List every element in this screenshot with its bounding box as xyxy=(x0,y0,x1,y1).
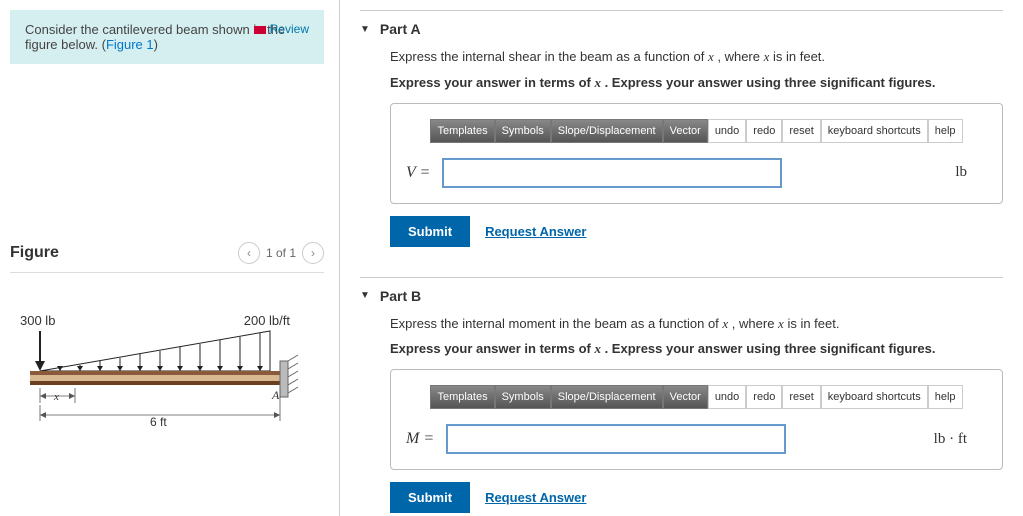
dist-load-label: 200 lb/ft xyxy=(244,313,290,328)
reset-button[interactable]: reset xyxy=(782,119,820,143)
help-button[interactable]: help xyxy=(928,119,963,143)
caret-icon: ▼ xyxy=(360,290,370,301)
part-b-submit-button[interactable]: Submit xyxy=(390,482,470,513)
part-a-var: V = xyxy=(406,164,430,182)
part-a-input[interactable] xyxy=(442,158,782,188)
symbols-button[interactable]: Symbols xyxy=(495,385,551,409)
right-panel: ▼ Part A Express the internal shear in t… xyxy=(340,0,1023,516)
part-a-answer-box: Templates Symbols Slope/Displacement Vec… xyxy=(390,103,1003,204)
part-b-question: Express the internal moment in the beam … xyxy=(390,314,1003,334)
review-link[interactable]: Review xyxy=(254,22,309,36)
part-b-unit: lb · ft xyxy=(934,431,987,448)
x-dim-label: x xyxy=(53,391,59,403)
figure-nav: ‹ 1 of 1 › xyxy=(238,242,324,264)
left-panel: Review Consider the cantilevered beam sh… xyxy=(0,0,340,516)
redo-button[interactable]: redo xyxy=(746,385,782,409)
part-b-section: ▼ Part B Express the internal moment in … xyxy=(360,277,1003,514)
slope-button[interactable]: Slope/Displacement xyxy=(551,119,663,143)
reset-button[interactable]: reset xyxy=(782,385,820,409)
part-a-toolbar: Templates Symbols Slope/Displacement Vec… xyxy=(406,119,987,143)
part-a-unit: lb xyxy=(955,164,987,181)
templates-button[interactable]: Templates xyxy=(430,119,494,143)
part-b-title: Part B xyxy=(380,288,421,304)
figure-link[interactable]: Figure 1 xyxy=(106,37,154,52)
figure-nav-text: 1 of 1 xyxy=(266,246,296,260)
problem-text-after: ) xyxy=(154,37,158,52)
beam-svg: x 6 ft A xyxy=(10,313,310,433)
vector-button[interactable]: Vector xyxy=(663,119,708,143)
redo-button[interactable]: redo xyxy=(746,119,782,143)
point-load-label: 300 lb xyxy=(20,313,55,328)
problem-statement: Review Consider the cantilevered beam sh… xyxy=(10,10,324,64)
beam-diagram: 300 lb 200 lb/ft xyxy=(10,313,310,433)
part-b-request-link[interactable]: Request Answer xyxy=(485,490,586,505)
undo-button[interactable]: undo xyxy=(708,385,746,409)
symbols-button[interactable]: Symbols xyxy=(495,119,551,143)
figure-next-button[interactable]: › xyxy=(302,242,324,264)
help-button[interactable]: help xyxy=(928,385,963,409)
part-a-header[interactable]: ▼ Part A xyxy=(360,11,1003,47)
part-b-input[interactable] xyxy=(446,424,786,454)
undo-button[interactable]: undo xyxy=(708,119,746,143)
part-a-submit-button[interactable]: Submit xyxy=(390,216,470,247)
templates-button[interactable]: Templates xyxy=(430,385,494,409)
part-a-request-link[interactable]: Request Answer xyxy=(485,224,586,239)
figure-section: Figure ‹ 1 of 1 › 300 lb 200 lb/ft xyxy=(10,234,324,433)
caret-icon: ▼ xyxy=(360,24,370,35)
part-b-instruction: Express your answer in terms of x . Expr… xyxy=(390,341,1003,357)
part-b-header[interactable]: ▼ Part B xyxy=(360,278,1003,314)
svg-text:A: A xyxy=(271,388,280,402)
part-b-toolbar: Templates Symbols Slope/Displacement Vec… xyxy=(406,385,987,409)
part-a-section: ▼ Part A Express the internal shear in t… xyxy=(360,10,1003,247)
part-a-instruction: Express your answer in terms of x . Expr… xyxy=(390,75,1003,91)
keyboard-button[interactable]: keyboard shortcuts xyxy=(821,385,928,409)
part-a-question: Express the internal shear in the beam a… xyxy=(390,47,1003,67)
part-b-answer-box: Templates Symbols Slope/Displacement Vec… xyxy=(390,369,1003,470)
length-dim-label: 6 ft xyxy=(150,415,167,429)
part-b-var: M = xyxy=(406,430,434,448)
figure-title: Figure xyxy=(10,244,59,262)
vector-button[interactable]: Vector xyxy=(663,385,708,409)
slope-button[interactable]: Slope/Displacement xyxy=(551,385,663,409)
figure-prev-button[interactable]: ‹ xyxy=(238,242,260,264)
part-a-title: Part A xyxy=(380,21,421,37)
keyboard-button[interactable]: keyboard shortcuts xyxy=(821,119,928,143)
